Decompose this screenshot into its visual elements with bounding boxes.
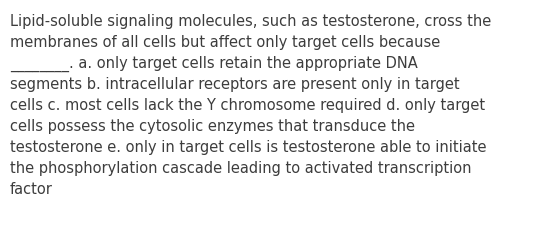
Text: segments b. intracellular receptors are present only in target: segments b. intracellular receptors are … bbox=[10, 77, 460, 92]
Text: ________. a. only target cells retain the appropriate DNA: ________. a. only target cells retain th… bbox=[10, 56, 418, 72]
Text: testosterone e. only in target cells is testosterone able to initiate: testosterone e. only in target cells is … bbox=[10, 139, 487, 154]
Text: cells possess the cytosolic enzymes that transduce the: cells possess the cytosolic enzymes that… bbox=[10, 118, 415, 134]
Text: the phosphorylation cascade leading to activated transcription: the phosphorylation cascade leading to a… bbox=[10, 160, 472, 175]
Text: cells c. most cells lack the Y chromosome required d. only target: cells c. most cells lack the Y chromosom… bbox=[10, 98, 485, 112]
Text: factor: factor bbox=[10, 181, 53, 196]
Text: Lipid-soluble signaling molecules, such as testosterone, cross the: Lipid-soluble signaling molecules, such … bbox=[10, 14, 491, 29]
Text: membranes of all cells but affect only target cells because: membranes of all cells but affect only t… bbox=[10, 35, 440, 50]
